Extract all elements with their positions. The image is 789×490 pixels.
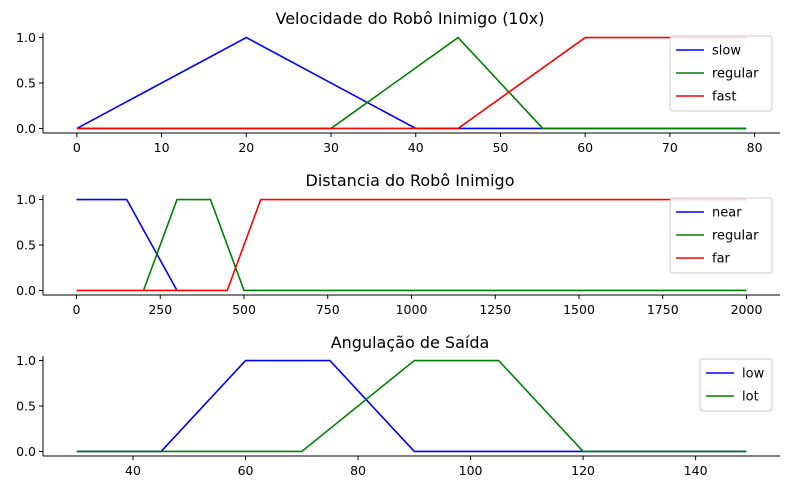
x-tick-label: 100 <box>459 463 483 478</box>
x-tick-label: 50 <box>492 140 508 155</box>
legend-label-fast: fast <box>712 90 736 105</box>
x-tick-label: 1250 <box>479 302 511 317</box>
legend: low lot <box>699 358 773 412</box>
x-tick-label: 1750 <box>647 302 679 317</box>
x-tick-label: 60 <box>577 140 593 155</box>
chart-title: Distancia do Robô Inimigo <box>306 171 515 190</box>
legend-label-near: near <box>712 206 742 221</box>
series-line-fast <box>76 36 747 130</box>
x-tick-label: 500 <box>232 302 256 317</box>
y-tick-label: 1.0 <box>16 30 36 45</box>
y-tick-label: 0.0 <box>16 283 36 298</box>
y-tick-label: 1.0 <box>16 353 36 368</box>
legend-label-regular: regular <box>712 229 759 244</box>
x-tick-label: 250 <box>148 302 172 317</box>
x-tick-label: 30 <box>323 140 339 155</box>
x-tick-label: 40 <box>125 463 141 478</box>
x-tick-label: 60 <box>238 463 254 478</box>
x-tick-label: 2000 <box>731 302 763 317</box>
plot-area: 40 60 80 100 120 140 0.0 0.5 1.0 low lot <box>16 353 780 478</box>
series-line-near <box>76 198 178 291</box>
plot-area: 0 10 20 30 40 50 60 70 80 0.0 0.5 1.0 slow regular fas… <box>16 30 780 155</box>
series-line-regular <box>76 36 747 130</box>
y-tick-label: 1.0 <box>16 192 36 207</box>
legend: slow regular fast <box>669 35 773 112</box>
legend-label-regular: regular <box>712 67 759 82</box>
subplot-velocidade: Velocidade do Robô Inimigo (10x) 0 10 20 30… <box>16 9 780 155</box>
series-line-regular <box>142 198 747 292</box>
x-tick-label: 40 <box>408 140 424 155</box>
legend-label-low: low <box>742 367 765 382</box>
x-tick-label: 80 <box>350 463 366 478</box>
legend-label-far: far <box>712 252 731 267</box>
legend: near regular far <box>669 197 773 274</box>
x-tick-label: 20 <box>238 140 254 155</box>
y-tick-label: 0.5 <box>16 76 36 91</box>
x-tick-label: 1000 <box>396 302 428 317</box>
legend-label-slow: slow <box>712 44 741 59</box>
series-line-far <box>76 198 747 292</box>
x-tick-label: 0 <box>73 302 81 317</box>
x-tick-label: 80 <box>747 140 763 155</box>
y-tick-label: 0.0 <box>16 444 36 459</box>
x-tick-label: 1500 <box>563 302 595 317</box>
x-tick-label: 70 <box>662 140 678 155</box>
series-line-slow <box>76 36 747 130</box>
legend-box <box>669 35 773 112</box>
subplot-distancia: Distancia do Robô Inimigo 0 250 500 750 1000… <box>16 171 780 317</box>
legend-box <box>669 197 773 274</box>
legend-label-lot: lot <box>742 390 759 405</box>
chart-title: Angulação de Saída <box>331 333 490 352</box>
chart-title: Velocidade do Robô Inimigo (10x) <box>276 9 545 28</box>
series-line-lot <box>76 359 747 453</box>
plot-area: 0 250 500 750 1000 1250 1500 1750 2000 0.0 0.5 1.0 n… <box>16 192 780 317</box>
x-tick-label: 10 <box>154 140 170 155</box>
y-tick-label: 0.0 <box>16 121 36 136</box>
y-tick-label: 0.5 <box>16 399 36 414</box>
y-tick-label: 0.5 <box>16 238 36 253</box>
x-tick-label: 120 <box>571 463 595 478</box>
series-line-low <box>76 359 747 453</box>
x-tick-label: 750 <box>316 302 340 317</box>
x-tick-label: 140 <box>684 463 708 478</box>
subplot-angulacao: Angulação de Saída 40 60 80 100 120 140 0.0 0.5… <box>16 333 780 478</box>
x-tick-label: 0 <box>73 140 81 155</box>
legend-box <box>699 358 773 412</box>
